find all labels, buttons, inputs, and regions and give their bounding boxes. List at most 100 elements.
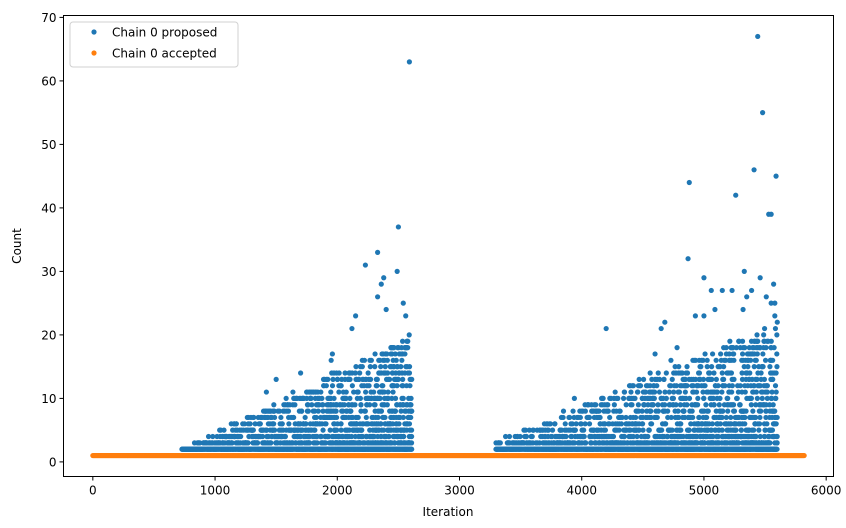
proposed-outlier-point bbox=[757, 275, 763, 281]
proposed-point bbox=[610, 433, 617, 440]
proposed-point bbox=[367, 364, 373, 370]
proposed-point bbox=[406, 332, 412, 338]
proposed-point bbox=[751, 364, 757, 370]
proposed-outlier-point bbox=[647, 370, 653, 376]
proposed-point bbox=[754, 395, 760, 401]
proposed-point bbox=[290, 414, 296, 421]
proposed-outlier-point bbox=[552, 421, 558, 427]
proposed-point bbox=[405, 338, 411, 344]
proposed-point bbox=[250, 427, 256, 433]
proposed-point bbox=[754, 332, 760, 338]
proposed-point bbox=[702, 351, 708, 357]
proposed-point bbox=[761, 325, 768, 332]
proposed-point bbox=[283, 395, 289, 401]
proposed-point bbox=[290, 389, 296, 395]
proposed-point bbox=[701, 395, 707, 401]
proposed-point bbox=[713, 376, 719, 382]
proposed-point bbox=[681, 408, 687, 414]
proposed-point bbox=[654, 414, 660, 421]
proposed-point bbox=[409, 376, 415, 382]
proposed-point bbox=[764, 389, 771, 395]
proposed-outlier-point bbox=[763, 294, 769, 300]
proposed-point bbox=[252, 421, 258, 427]
proposed-point bbox=[271, 427, 278, 433]
proposed-outlier-point bbox=[395, 224, 401, 230]
proposed-point bbox=[600, 395, 606, 401]
proposed-point bbox=[254, 440, 261, 446]
proposed-outlier-point bbox=[603, 325, 609, 332]
proposed-point bbox=[725, 408, 731, 414]
proposed-point bbox=[318, 433, 324, 440]
proposed-point bbox=[663, 370, 669, 376]
proposed-point bbox=[717, 395, 723, 401]
proposed-point bbox=[329, 383, 336, 389]
proposed-point bbox=[709, 421, 715, 427]
proposed-point bbox=[338, 421, 344, 427]
proposed-point bbox=[271, 408, 277, 414]
proposed-point bbox=[368, 357, 374, 363]
proposed-point bbox=[774, 433, 780, 440]
proposed-point bbox=[400, 414, 406, 421]
proposed-point bbox=[392, 351, 398, 357]
proposed-point bbox=[686, 395, 693, 401]
proposed-outlier-point bbox=[263, 389, 269, 395]
proposed-outlier-point bbox=[375, 294, 381, 300]
proposed-point bbox=[377, 395, 383, 401]
proposed-outlier-point bbox=[712, 306, 718, 313]
proposed-point bbox=[682, 389, 688, 395]
proposed-point bbox=[742, 421, 748, 427]
proposed-point bbox=[247, 421, 253, 427]
proposed-outlier-point bbox=[774, 319, 780, 325]
proposed-point bbox=[298, 408, 305, 414]
proposed-point bbox=[621, 433, 627, 440]
proposed-point bbox=[278, 414, 284, 421]
proposed-point bbox=[758, 408, 764, 414]
proposed-point bbox=[689, 408, 695, 414]
proposed-point bbox=[721, 364, 727, 370]
proposed-point bbox=[670, 395, 677, 401]
proposed-point bbox=[652, 389, 658, 395]
proposed-point bbox=[618, 421, 625, 427]
proposed-point bbox=[773, 389, 779, 395]
proposed-point bbox=[709, 376, 715, 382]
proposed-point bbox=[378, 364, 384, 370]
proposed-point bbox=[308, 395, 314, 401]
proposed-outlier-point bbox=[686, 179, 692, 186]
proposed-point bbox=[303, 421, 309, 427]
proposed-point bbox=[336, 370, 342, 376]
proposed-point bbox=[341, 402, 347, 408]
proposed-point bbox=[713, 357, 719, 363]
proposed-point bbox=[678, 427, 684, 433]
proposed-outlier-point bbox=[760, 110, 766, 116]
proposed-point bbox=[727, 338, 733, 344]
proposed-outlier-point bbox=[406, 59, 412, 65]
proposed-point bbox=[399, 338, 406, 344]
proposed-outlier-point bbox=[708, 287, 714, 294]
proposed-point bbox=[375, 414, 381, 421]
proposed-point bbox=[655, 408, 661, 414]
proposed-point bbox=[406, 370, 413, 376]
proposed-point bbox=[347, 395, 353, 401]
proposed-point bbox=[305, 408, 311, 414]
proposed-point bbox=[729, 389, 735, 395]
proposed-point bbox=[357, 370, 363, 376]
proposed-point bbox=[384, 357, 390, 363]
proposed-point bbox=[761, 332, 767, 338]
proposed-point bbox=[338, 383, 344, 389]
proposed-point bbox=[743, 408, 749, 414]
proposed-point bbox=[659, 427, 665, 433]
plot-area bbox=[63, 15, 834, 477]
proposed-point bbox=[355, 389, 361, 395]
proposed-outlier-point bbox=[381, 275, 387, 281]
proposed-point bbox=[400, 383, 406, 389]
proposed-point bbox=[393, 357, 399, 363]
proposed-point bbox=[774, 364, 780, 370]
proposed-point bbox=[333, 408, 339, 414]
proposed-point bbox=[774, 332, 780, 338]
proposed-point bbox=[767, 440, 773, 446]
proposed-point bbox=[573, 421, 579, 427]
proposed-outlier-point bbox=[751, 167, 757, 173]
proposed-outlier-point bbox=[603, 408, 609, 414]
proposed-point bbox=[662, 402, 668, 408]
proposed-point bbox=[597, 414, 603, 421]
